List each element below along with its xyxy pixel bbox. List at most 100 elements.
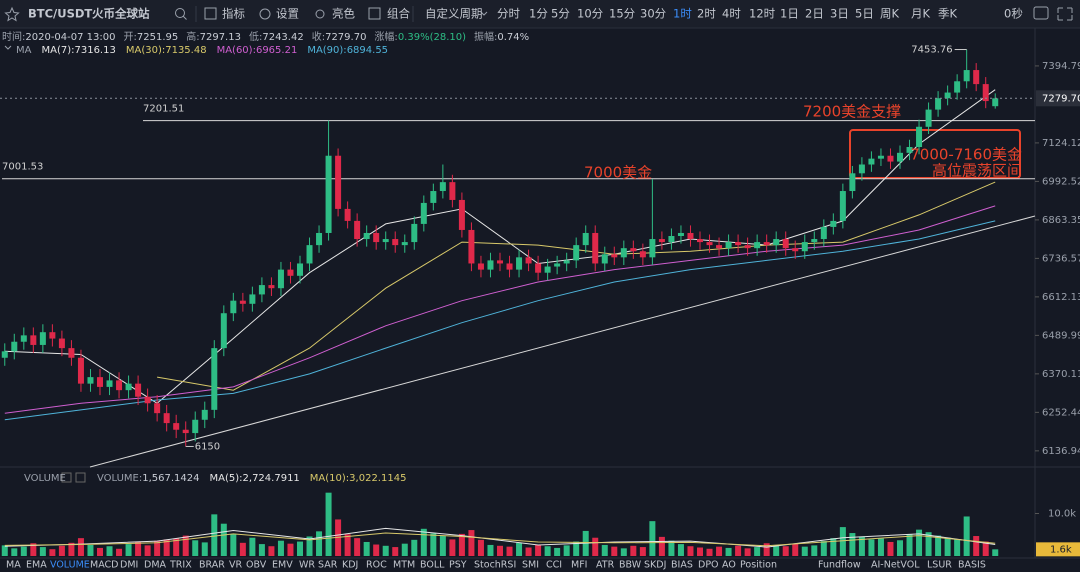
candle-body — [487, 260, 494, 270]
indicator-tab[interactable]: KDJ — [342, 560, 358, 571]
indicator-tab[interactable]: BBW — [619, 560, 642, 571]
tool-button[interactable]: 亮色 — [332, 7, 355, 21]
period-button[interactable]: 30分 — [640, 7, 667, 21]
indicator-tab[interactable]: OBV — [246, 560, 267, 571]
indicator-tab[interactable]: PSY — [449, 560, 467, 571]
period-button[interactable]: 10分 — [577, 7, 604, 21]
info-value: 7279.70 — [325, 32, 366, 43]
indicator-tab[interactable]: DPO — [698, 560, 719, 571]
indicator-tab[interactable]: AO — [722, 560, 736, 571]
volume-bar — [297, 541, 303, 556]
period-button[interactable]: 季K — [938, 7, 957, 21]
period-button[interactable]: 2时 — [697, 7, 716, 21]
indicator-tab[interactable]: BIAS — [671, 560, 693, 571]
period-button[interactable]: 4时 — [722, 7, 741, 21]
light-icon[interactable] — [315, 9, 325, 19]
volume-bar — [1, 545, 8, 556]
period-button[interactable]: 分时 — [497, 7, 520, 21]
candle-body — [39, 332, 46, 345]
info-value: 2020-04-07 13:00 — [25, 32, 115, 43]
volume-bar — [658, 536, 665, 556]
indicator-tab[interactable]: EMA — [26, 560, 47, 571]
info-label: 收: — [312, 30, 325, 43]
indicator-tab[interactable]: MA — [6, 560, 21, 571]
indicator-tab[interactable]: SKDJ — [644, 560, 666, 571]
settings-icon[interactable] — [259, 8, 271, 20]
indicator-tab[interactable]: EMV — [272, 560, 293, 571]
indicator-tab[interactable]: Position — [740, 560, 777, 571]
candle-body — [573, 245, 580, 261]
favorite-icon[interactable] — [4, 6, 20, 22]
indicator-tab[interactable]: CCI — [546, 560, 562, 571]
indicator-tab[interactable]: Fundflow — [818, 560, 861, 571]
indicator-tab[interactable]: BOLL — [420, 560, 445, 571]
indicator-tab[interactable]: VR — [229, 560, 242, 571]
indicator-tab[interactable]: StochRSI — [474, 560, 516, 571]
dropdown-caret — [480, 11, 488, 16]
candle-body — [544, 266, 551, 273]
period-button[interactable]: 自定义周期 — [425, 7, 483, 21]
indicator-tab[interactable]: TRIX — [169, 560, 192, 571]
candle-body — [420, 202, 427, 224]
legend-name: VOLUME: — [97, 473, 142, 484]
period-button[interactable]: 5日 — [855, 7, 874, 21]
panel-icon[interactable] — [75, 472, 86, 483]
indicator-tab[interactable]: WR — [299, 560, 315, 571]
collapse-caret[interactable] — [4, 45, 12, 50]
indicator-tab[interactable]: LSUR — [927, 560, 952, 571]
period-button[interactable]: 3日 — [830, 7, 849, 21]
volume-bar — [116, 548, 123, 556]
indicator-tab[interactable]: SAR — [318, 560, 338, 571]
period-button[interactable]: 15分 — [609, 7, 636, 21]
indicator-tab[interactable]: BASIS — [958, 560, 986, 571]
info-label: 涨幅: — [374, 30, 397, 43]
candle-body — [782, 239, 789, 249]
candle-body — [620, 248, 627, 258]
indicator-tab[interactable]: DMI — [120, 560, 138, 571]
tool-button[interactable]: 设置 — [276, 7, 299, 21]
legend-value: 7316.13 — [74, 45, 115, 56]
indicator-tab[interactable]: DMA — [144, 560, 167, 571]
candle-body — [287, 269, 294, 276]
candle-body — [11, 341, 18, 352]
fullscreen-icon[interactable] — [1057, 7, 1073, 21]
indicator-icon[interactable] — [204, 7, 217, 20]
panel-icon[interactable] — [61, 472, 72, 483]
indicator-tab[interactable]: SMI — [522, 560, 539, 571]
period-button[interactable]: 12时 — [749, 7, 776, 21]
period-button[interactable]: 1日 — [780, 7, 799, 21]
indicator-tab[interactable]: ROC — [366, 560, 387, 571]
period-button[interactable]: 1时 — [673, 7, 692, 21]
camera-icon[interactable] — [1033, 6, 1049, 20]
indicator-tab[interactable]: MACD — [90, 560, 118, 571]
tool-button[interactable]: 指标 — [222, 7, 245, 21]
indicator-tab[interactable]: BRAR — [199, 560, 225, 571]
period-button[interactable]: 月K — [911, 7, 930, 21]
indicator-tab[interactable]: VOLUME — [50, 560, 90, 571]
period-button[interactable]: 周K — [880, 7, 899, 21]
volume-bar — [973, 536, 980, 556]
volume-bar — [620, 548, 627, 556]
volume-bar — [630, 545, 637, 556]
indicator-tab[interactable]: AI-NetVOL — [871, 560, 920, 571]
indicator-tab[interactable]: MTM — [393, 560, 415, 571]
volume-bar — [811, 545, 818, 556]
search-icon[interactable] — [175, 8, 185, 18]
period-button[interactable]: 1分 — [529, 7, 548, 21]
indicator-tab[interactable]: MFI — [571, 560, 587, 571]
period-button[interactable]: 2日 — [805, 7, 824, 21]
range-box — [849, 129, 1021, 179]
indicator-tab[interactable]: ATR — [596, 560, 615, 571]
candle-body — [963, 70, 970, 82]
volume-bar — [525, 547, 532, 556]
combo-icon[interactable] — [368, 7, 381, 20]
candle-body — [697, 239, 703, 243]
tool-button[interactable]: 组合 — [387, 7, 410, 21]
volume-bar — [516, 542, 523, 556]
volume-bar — [458, 533, 465, 556]
volume-bar — [420, 528, 427, 556]
volume-bar — [211, 514, 218, 556]
period-button[interactable]: 5分 — [551, 7, 570, 21]
candle-body — [858, 164, 865, 174]
info-value: 0.39%(28.10) — [398, 32, 466, 43]
